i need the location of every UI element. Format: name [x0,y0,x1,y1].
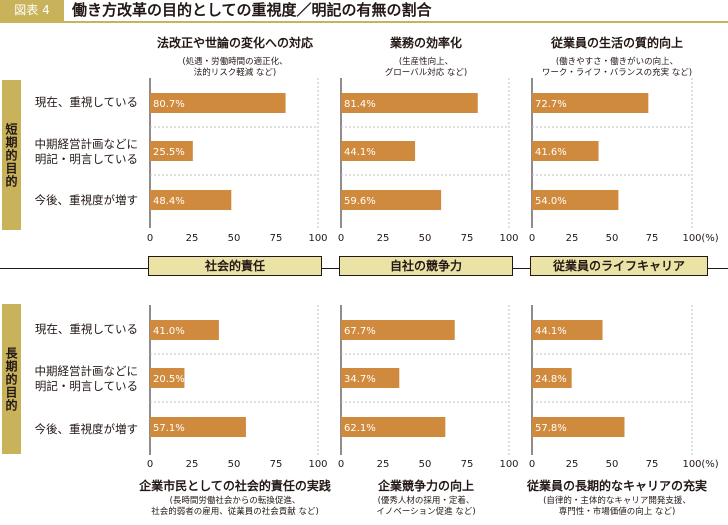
bar-value-label: 44.1% [344,147,376,158]
bar-value-label: 57.8% [535,423,567,434]
row-label-text: 現在、重視している [34,322,138,336]
x-tick-label: 50 [228,459,241,470]
row-label-line-2: 明記・明言している [34,152,138,166]
bar [341,320,455,340]
bar-value-label: 41.6% [535,147,567,158]
x-tick-label: 75 [461,233,474,244]
bar-value-label: 67.7% [344,326,376,337]
x-tick-label: 75 [646,459,659,470]
x-tick-label: 25 [186,233,199,244]
x-tick-label: 50 [419,233,432,244]
x-unit-label: (%) [701,233,718,244]
group-label-long-term: 長期的目的 [2,304,21,454]
bottom-col-title-3: 従業員の長期的なキャリアの充実 [526,479,707,493]
top-col-title-1: 法改正や世論の変化への対応 [156,36,313,50]
x-tick-label: 0 [147,459,153,470]
bar-value-label: 20.5% [153,374,185,385]
x-tick-label: 25 [566,233,579,244]
middle-band-competitiveness: 自社の競争力 [339,256,513,276]
row-label-line-1: 中期経営計画などに [34,364,139,378]
x-tick-label: 0 [529,233,535,244]
bar [150,417,246,437]
bar [341,141,416,161]
x-tick-label: 100 [308,459,327,470]
bar-value-label: 44.1% [535,326,567,337]
bottom-col-title-2: 企業競争力の向上 [377,479,474,493]
x-tick-label: 50 [228,233,241,244]
bottom-col-subtitle-2: (優秀人材の採用・定着、 イノベーション促進 など) [376,496,476,517]
middle-band-social-responsibility: 社会的責任 [148,256,322,276]
x-tick-label: 100 [499,233,518,244]
row-label-line-2: 明記・明言している [34,379,138,393]
x-unit-label: (%) [701,459,718,470]
bar [341,190,442,210]
x-tick-label: 25 [566,459,579,470]
x-tick-label: 100 [682,233,701,244]
bar-value-label: 57.1% [153,423,185,434]
x-tick-label: 0 [529,459,535,470]
x-tick-label: 75 [270,459,283,470]
x-tick-label: 75 [270,233,283,244]
bar [532,320,603,340]
bottom-col-subtitle-1: (長時間労働社会からの転換促進、 社会的弱者の雇用、従業員の社会貢献 など) [151,496,319,517]
top-col-subtitle-3: (働きやすさ・働きがいの向上、 ワーク・ライフ・バランスの充実 など) [541,57,693,78]
x-tick-label: 0 [338,233,344,244]
x-tick-label: 75 [646,233,659,244]
bar [341,368,400,388]
x-tick-label: 25 [377,459,390,470]
top-col-subtitle-2: (生産性向上、 グローバル対応 など) [384,57,468,78]
middle-band-life-career: 従業員のライフキャリア [530,256,708,276]
bar [150,368,185,388]
bar [150,190,232,210]
x-tick-label: 100 [308,233,327,244]
bar-value-label: 59.6% [344,196,376,207]
group-label-short-term: 短期的目的 [2,80,21,230]
bottom-col-subtitle-3: (自律的・主体的なキャリア開発支援、 専門性・市場価値の向上 など) [543,496,691,517]
bar [150,141,193,161]
bar [532,368,572,388]
bar-value-label: 54.0% [535,196,567,207]
row-label-line-1: 中期経営計画などに [34,137,139,151]
bar-value-label: 81.4% [344,99,376,110]
x-tick-label: 25 [377,233,390,244]
x-tick-label: 50 [606,233,619,244]
bottom-col-title-1: 企業市民としての社会的責任の実践 [139,479,331,493]
bar [150,93,286,113]
bar [532,93,649,113]
bar [341,417,446,437]
bar [341,93,478,113]
x-tick-label: 100 [499,459,518,470]
title-rule [0,21,728,23]
bar [532,190,619,210]
bar-value-label: 80.7% [153,99,185,110]
x-tick-label: 0 [338,459,344,470]
page-title: 働き方改革の目的としての重視度／明記の有無の割合 [72,1,432,19]
bar [532,417,625,437]
x-tick-label: 50 [419,459,432,470]
bar-value-label: 72.7% [535,99,567,110]
x-tick-label: 75 [461,459,474,470]
row-label-text: 今後、重視度が増す [34,193,139,207]
bar-value-label: 24.8% [535,374,567,385]
row-label-text: 現在、重視している [34,95,138,109]
bar-value-label: 34.7% [344,374,376,385]
x-tick-label: 50 [606,459,619,470]
top-col-subtitle-1: (処遇・労働時間の適正化、 法的リスク軽減 など) [182,57,288,78]
bar-value-label: 48.4% [153,196,185,207]
x-tick-label: 0 [147,233,153,244]
top-col-title-3: 従業員の生活の質的向上 [550,36,683,50]
x-tick-label: 25 [186,459,199,470]
x-tick-label: 100 [682,459,701,470]
bar-value-label: 62.1% [344,423,376,434]
bar [150,320,219,340]
figure-label: 図表 4 [0,0,64,21]
bar-value-label: 25.5% [153,147,185,158]
bar-value-label: 41.0% [153,326,185,337]
top-col-title-2: 業務の効率化 [389,36,462,50]
bar [532,141,599,161]
row-label-text: 今後、重視度が増す [34,422,139,436]
